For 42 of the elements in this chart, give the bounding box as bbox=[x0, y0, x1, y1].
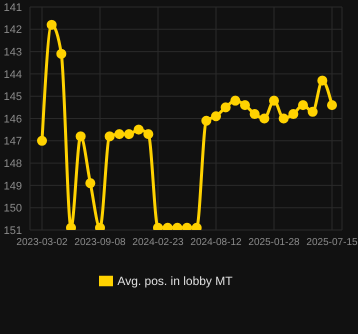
point bbox=[134, 124, 144, 135]
point bbox=[278, 114, 289, 124]
y-tick-label: 142 bbox=[4, 24, 22, 36]
y-tick-label: 141 bbox=[4, 2, 22, 14]
y-tick-label: 147 bbox=[4, 136, 22, 148]
y-tick-label: 143 bbox=[4, 46, 22, 59]
point bbox=[308, 106, 318, 117]
point bbox=[220, 102, 231, 112]
point bbox=[104, 131, 115, 142]
y-tick-label: 148 bbox=[4, 158, 22, 170]
point bbox=[327, 100, 337, 110]
x-tick-label: 2023-09-08 bbox=[74, 237, 126, 248]
point bbox=[201, 116, 212, 126]
x-tick-label: 2024-08-12 bbox=[190, 237, 242, 248]
point bbox=[269, 96, 279, 106]
x-tick-label: 2025-07-15 bbox=[306, 237, 358, 248]
point bbox=[298, 100, 308, 110]
point bbox=[143, 129, 154, 140]
point bbox=[317, 76, 328, 86]
y-tick-label: 144 bbox=[4, 68, 22, 81]
point bbox=[250, 109, 260, 120]
point bbox=[76, 131, 86, 142]
point bbox=[124, 129, 134, 140]
point bbox=[240, 100, 250, 110]
y-tick-label: 146 bbox=[4, 113, 22, 126]
legend-label: Avg. pos. in lobby MT bbox=[117, 274, 233, 288]
y-tick-label: 151 bbox=[4, 224, 22, 237]
x-tick-label: 2025-01-28 bbox=[248, 237, 300, 248]
point bbox=[230, 96, 240, 106]
point bbox=[114, 129, 124, 140]
point bbox=[288, 109, 298, 120]
y-tick-label: 149 bbox=[4, 180, 22, 192]
point bbox=[37, 136, 47, 146]
x-tick-label: 2024-02-23 bbox=[132, 237, 184, 248]
y-tick-label: 150 bbox=[4, 202, 22, 215]
point bbox=[259, 114, 270, 124]
x-tick-label: 2023-03-02 bbox=[16, 237, 68, 248]
point bbox=[211, 111, 221, 122]
point bbox=[46, 20, 57, 30]
y-tick-label: 145 bbox=[4, 91, 22, 104]
point bbox=[85, 178, 96, 188]
point bbox=[56, 48, 66, 59]
